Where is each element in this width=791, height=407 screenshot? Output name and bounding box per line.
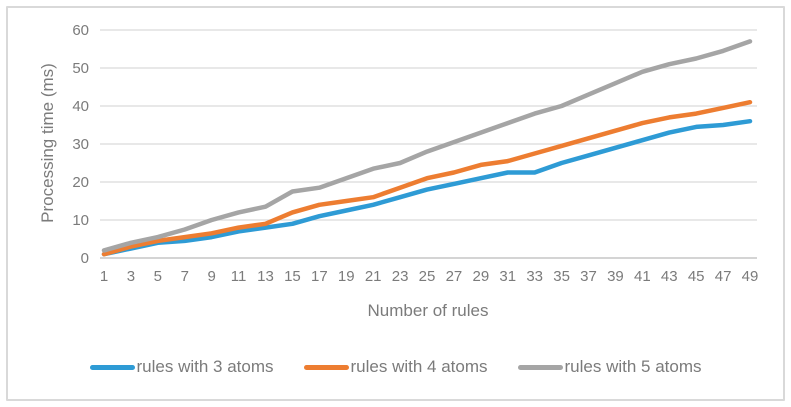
x-axis-tick-label: 43 (661, 268, 678, 285)
legend-label: rules with 3 atoms (136, 357, 274, 376)
x-axis-tick-label: 41 (634, 268, 651, 285)
figure-border (6, 6, 785, 401)
x-axis-tick-label: 27 (446, 268, 463, 285)
x-axis-tick-label: 7 (181, 268, 189, 285)
y-axis-tick-label: 20 (72, 174, 89, 191)
x-axis-tick-label: 35 (553, 268, 570, 285)
x-axis-tick-label: 11 (231, 268, 247, 285)
x-axis-tick-label: 25 (419, 268, 436, 285)
y-axis-tick-label: 30 (72, 136, 89, 153)
x-axis-tick-label: 37 (580, 268, 597, 285)
y-axis-tick-label: 0 (81, 250, 89, 267)
x-axis-tick-label: 33 (526, 268, 543, 285)
series-line-rules-with-5-atoms (101, 39, 753, 253)
x-axis-tick-label: 47 (715, 268, 732, 285)
y-axis-tick-label: 60 (72, 22, 89, 39)
legend-label: rules with 4 atoms (350, 357, 488, 376)
y-axis-title: Processing time (ms) (38, 63, 57, 223)
legend-item: rules with 4 atoms (303, 357, 488, 377)
x-axis-tick-label: 5 (154, 268, 162, 285)
x-axis-tick-label: 1 (100, 268, 108, 285)
x-axis-tick-label: 15 (284, 268, 301, 285)
legend-line-swatch-icon (517, 364, 563, 370)
x-axis-tick-label: 19 (338, 268, 355, 285)
x-axis-tick-label: 9 (207, 268, 215, 285)
y-axis-tick-label: 10 (72, 212, 89, 229)
chart-legend: rules with 3 atoms rules with 4 atoms rule… (0, 357, 791, 377)
x-axis-tick-label: 49 (742, 268, 759, 285)
x-axis-tick-label: 45 (688, 268, 705, 285)
legend-label: rules with 5 atoms (564, 357, 702, 376)
legend-item: rules with 5 atoms (517, 357, 702, 377)
legend-item: rules with 3 atoms (89, 357, 274, 377)
y-axis-tick-label: 50 (72, 60, 89, 77)
legend-line-swatch-icon (89, 364, 135, 370)
x-axis-tick-label: 23 (392, 268, 409, 285)
x-axis-tick-label: 31 (499, 268, 516, 285)
series-line-rules-with-3-atoms (101, 118, 753, 257)
x-axis-tick-label: 29 (472, 268, 489, 285)
legend-line-swatch-icon (303, 364, 349, 370)
x-axis-tick-label: 17 (311, 268, 328, 285)
x-axis-tick-label: 3 (127, 268, 135, 285)
x-axis-title: Number of rules (367, 301, 489, 320)
series-line-rules-with-4-atoms (101, 99, 753, 257)
y-axis-tick-label: 40 (72, 98, 89, 115)
x-axis-tick-label: 13 (257, 268, 274, 285)
x-axis-tick-label: 21 (365, 268, 382, 285)
x-axis-tick-label: 39 (607, 268, 624, 285)
